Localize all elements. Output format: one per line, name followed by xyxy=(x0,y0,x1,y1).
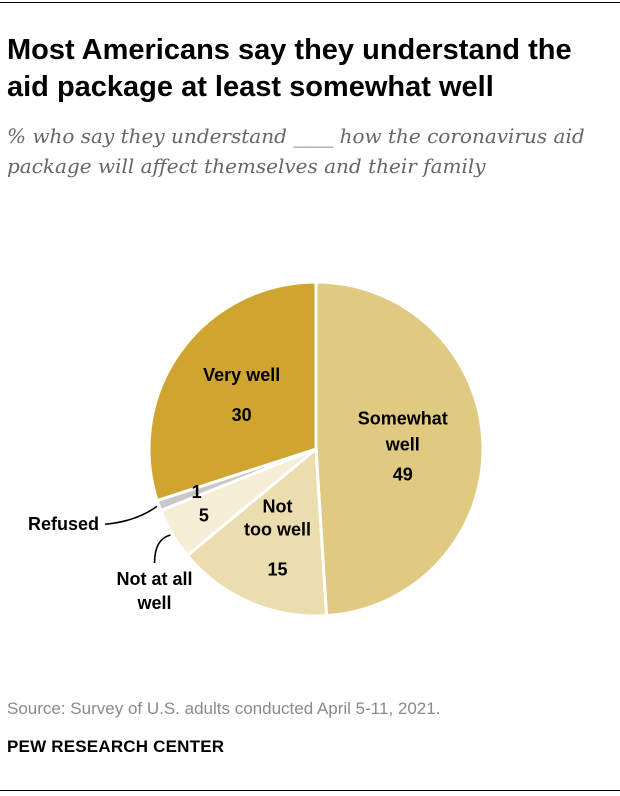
organization-name: PEW RESEARCH CENTER xyxy=(7,737,225,756)
pie-chart: Somewhat well 49 Not too well 15 5 Not at all we… xyxy=(28,280,485,618)
callout-line-refused xyxy=(104,505,158,526)
slice-label-somewhat-well: Somewhat xyxy=(358,408,448,428)
slice-label-not-too-well: Not xyxy=(263,496,293,516)
slice-label-not-at-all-well: Not at all xyxy=(116,569,192,589)
bottom-rule xyxy=(0,790,620,791)
slice-label-not-at-all-well: well xyxy=(136,593,171,613)
pie-slices xyxy=(147,280,485,618)
chart-title: Most Americans say they understand the a… xyxy=(7,34,572,103)
slice-label-not-too-well: too well xyxy=(244,519,311,539)
callout-line-not-at-all-well xyxy=(153,534,171,564)
slice-label-refused: Refused xyxy=(28,514,99,534)
slice-value-refused: 1 xyxy=(192,482,202,502)
slice-label-very-well: Very well xyxy=(203,365,280,385)
slice-value-very-well: 30 xyxy=(232,405,252,425)
top-rule xyxy=(0,2,620,3)
callout-lines xyxy=(104,505,171,564)
source-note: Source: Survey of U.S. adults conducted … xyxy=(7,699,441,718)
pie-slice-somewhat-well xyxy=(314,280,485,618)
slice-value-somewhat-well: 49 xyxy=(393,464,413,484)
slice-value-not-too-well: 15 xyxy=(267,559,287,579)
pie-slice-not-too-well xyxy=(185,447,328,618)
slice-value-not-at-all-well: 5 xyxy=(199,505,209,525)
pie-slice-very-well xyxy=(147,280,318,503)
slice-label-somewhat-well: well xyxy=(385,434,420,454)
pie-labels: Somewhat well 49 Not too well 15 5 Not at all we… xyxy=(28,365,448,613)
chart-subtitle: % who say they understand ____ how the c… xyxy=(7,124,585,178)
